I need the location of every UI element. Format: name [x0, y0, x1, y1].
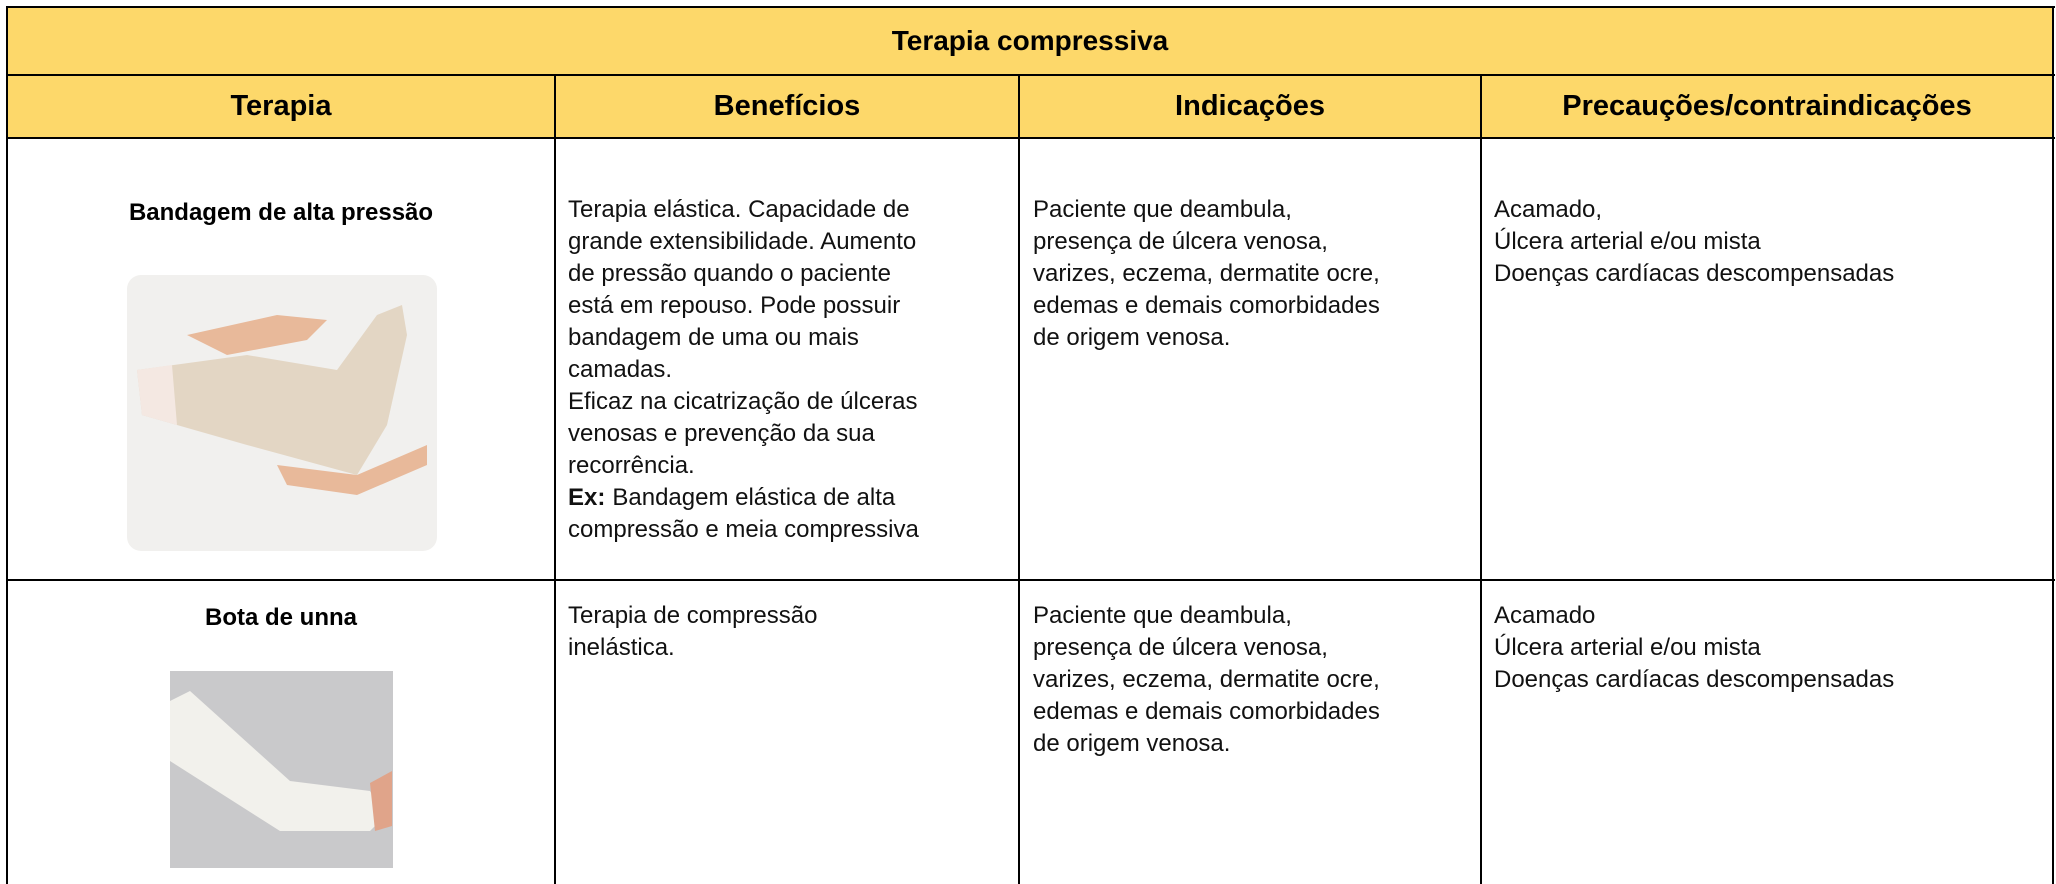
border	[6, 6, 2055, 8]
border	[6, 74, 2055, 76]
text-line: edemas e demais comorbidades	[1033, 292, 1380, 319]
column-header: Precauções/contraindicações	[1562, 90, 1972, 122]
text-line: Doenças cardíacas descompensadas	[1494, 666, 1895, 693]
text-line: Úlcera arterial e/ou mista	[1494, 634, 1761, 661]
table-title: Terapia compressiva	[891, 25, 1169, 56]
text-line: presença de úlcera venosa,	[1033, 228, 1328, 255]
border	[6, 6, 8, 884]
text-line: está em repouso. Pode possuir	[568, 292, 901, 319]
therapy-name: Bandagem de alta pressão	[128, 199, 434, 226]
border	[6, 137, 2055, 139]
column-header: Indicações	[1175, 90, 1325, 122]
text-line: venosas e prevenção da sua	[568, 420, 875, 447]
text-line: varizes, eczema, dermatite ocre,	[1033, 666, 1380, 693]
text-line: presença de úlcera venosa,	[1033, 634, 1328, 661]
text-line: Acamado,	[1494, 196, 1603, 223]
text-line: compressão e meia compressiva	[568, 516, 919, 543]
text-line: Doenças cardíacas descompensadas	[1494, 260, 1895, 287]
text-line: grande extensibilidade. Aumento	[568, 228, 917, 255]
border	[1018, 74, 1020, 884]
text-line: Acamado	[1494, 602, 1596, 629]
text-line: de origem venosa.	[1033, 730, 1231, 757]
text-line: Paciente que deambula,	[1033, 602, 1292, 629]
border	[6, 579, 2055, 581]
text-line: edemas e demais comorbidades	[1033, 698, 1380, 725]
text-line: Paciente que deambula,	[1033, 196, 1292, 223]
cell-text: Paciente que deambula, presença de úlcera…	[1033, 194, 1478, 354]
text-line: Úlcera arterial e/ou mista	[1494, 228, 1761, 255]
text-line: varizes, eczema, dermatite ocre,	[1033, 260, 1380, 287]
text-line: camadas.	[568, 356, 673, 383]
column-header: Benefícios	[713, 90, 861, 122]
text-line: recorrência.	[568, 452, 695, 479]
text-line: de origem venosa.	[1033, 324, 1231, 351]
column-header: Terapia	[230, 90, 332, 122]
border	[554, 74, 556, 884]
example-label: Ex:	[568, 484, 606, 511]
text-line: Terapia elástica. Capacidade de	[568, 196, 910, 223]
text-line: Terapia de compressão	[568, 602, 818, 629]
cell-text: Terapia de compressão inelástica.	[568, 600, 1013, 664]
text-line: inelástica.	[568, 634, 675, 661]
text-line: bandagem de uma ou mais	[568, 324, 859, 351]
border	[1480, 74, 1482, 884]
text-line: Eficaz na cicatrização de úlceras	[568, 388, 918, 415]
cell-text: Terapia elástica. Capacidade de grande ex…	[568, 194, 1013, 546]
unna-boot-photo	[170, 671, 393, 868]
cell-text: Paciente que deambula, presença de úlcera…	[1033, 600, 1478, 760]
border	[2052, 6, 2054, 884]
text-line: de pressão quando o paciente	[568, 260, 891, 287]
text-line: Ex: Bandagem elástica de alta	[568, 482, 1013, 514]
cell-text: Acamado Úlcera arterial e/ou mista Doenças…	[1494, 600, 2049, 696]
example-text: Bandagem elástica de alta	[612, 484, 896, 511]
header-bg	[7, 7, 2053, 138]
cell-text: Acamado, Úlcera arterial e/ou mista Doença…	[1494, 194, 2049, 290]
bandage-photo	[127, 275, 437, 551]
therapy-name: Bota de unna	[204, 604, 357, 631]
